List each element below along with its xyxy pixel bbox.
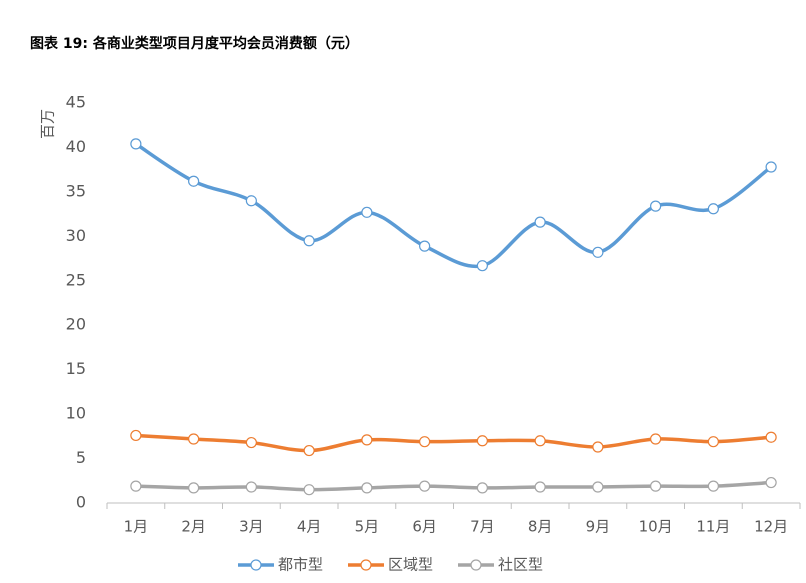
series-line (134, 142, 773, 269)
data-point (707, 480, 719, 492)
legend-label: 区域型 (388, 556, 433, 574)
data-point (245, 436, 257, 449)
x-tick-label: 9月 (586, 518, 611, 536)
data-point (361, 482, 373, 494)
x-tick-label: 7月 (470, 518, 495, 536)
legend-marker (470, 559, 482, 571)
data-point (765, 161, 777, 173)
data-point (534, 216, 546, 228)
data-point (476, 482, 488, 494)
y-tick-label: 35 (66, 181, 86, 200)
data-point (361, 206, 373, 218)
data-point (419, 436, 431, 448)
y-tick-label: 20 (66, 315, 86, 334)
series-line (135, 433, 772, 453)
x-tick-label: 8月 (528, 518, 553, 536)
data-point (245, 195, 257, 207)
data-point (707, 436, 719, 448)
y-tick-label: 0 (76, 493, 86, 512)
data-point (534, 435, 546, 447)
y-tick-label: 45 (66, 93, 86, 112)
data-point (361, 434, 373, 446)
data-point (303, 444, 315, 457)
data-point (476, 260, 488, 272)
data-point (592, 481, 604, 493)
x-tick-label: 11月 (696, 518, 730, 536)
y-tick-label: 30 (66, 226, 86, 245)
data-point (419, 240, 431, 252)
data-point (650, 480, 662, 492)
data-point (188, 175, 200, 187)
data-point (188, 482, 200, 494)
x-tick-label: 10月 (639, 518, 673, 536)
y-axis-title: 百万 (39, 109, 57, 139)
data-point (419, 480, 431, 492)
x-tick-label: 2月 (181, 518, 206, 536)
x-tick-label: 4月 (297, 518, 322, 536)
data-point (534, 481, 546, 493)
data-point (592, 441, 604, 453)
data-point (650, 200, 662, 212)
data-point (130, 429, 142, 442)
data-point (188, 433, 200, 445)
y-tick-label: 40 (66, 137, 86, 156)
legend-marker (250, 559, 262, 571)
legend-label: 社区型 (498, 556, 543, 574)
data-point (476, 435, 488, 447)
data-point (130, 138, 142, 150)
x-tick-label: 12月 (754, 518, 788, 536)
legend-marker (360, 559, 372, 571)
data-point (303, 235, 315, 247)
data-point (130, 480, 142, 492)
y-tick-label: 10 (66, 404, 86, 423)
data-point (245, 481, 257, 493)
series-line (135, 480, 772, 492)
chart-title: 图表 19: 各商业类型项目月度平均会员消费额（元） (30, 35, 359, 52)
y-tick-label: 15 (66, 359, 86, 378)
data-point (303, 484, 315, 496)
x-tick-label: 3月 (239, 518, 264, 536)
data-point (650, 433, 662, 445)
data-point (592, 246, 604, 258)
data-point (765, 431, 777, 443)
data-point (765, 476, 777, 489)
data-point (707, 203, 719, 215)
x-tick-label: 1月 (124, 518, 149, 536)
legend-label: 都市型 (278, 556, 323, 574)
x-tick-label: 6月 (412, 518, 437, 536)
x-tick-label: 5月 (355, 518, 380, 536)
y-tick-label: 25 (66, 270, 86, 289)
y-tick-label: 5 (76, 448, 86, 467)
